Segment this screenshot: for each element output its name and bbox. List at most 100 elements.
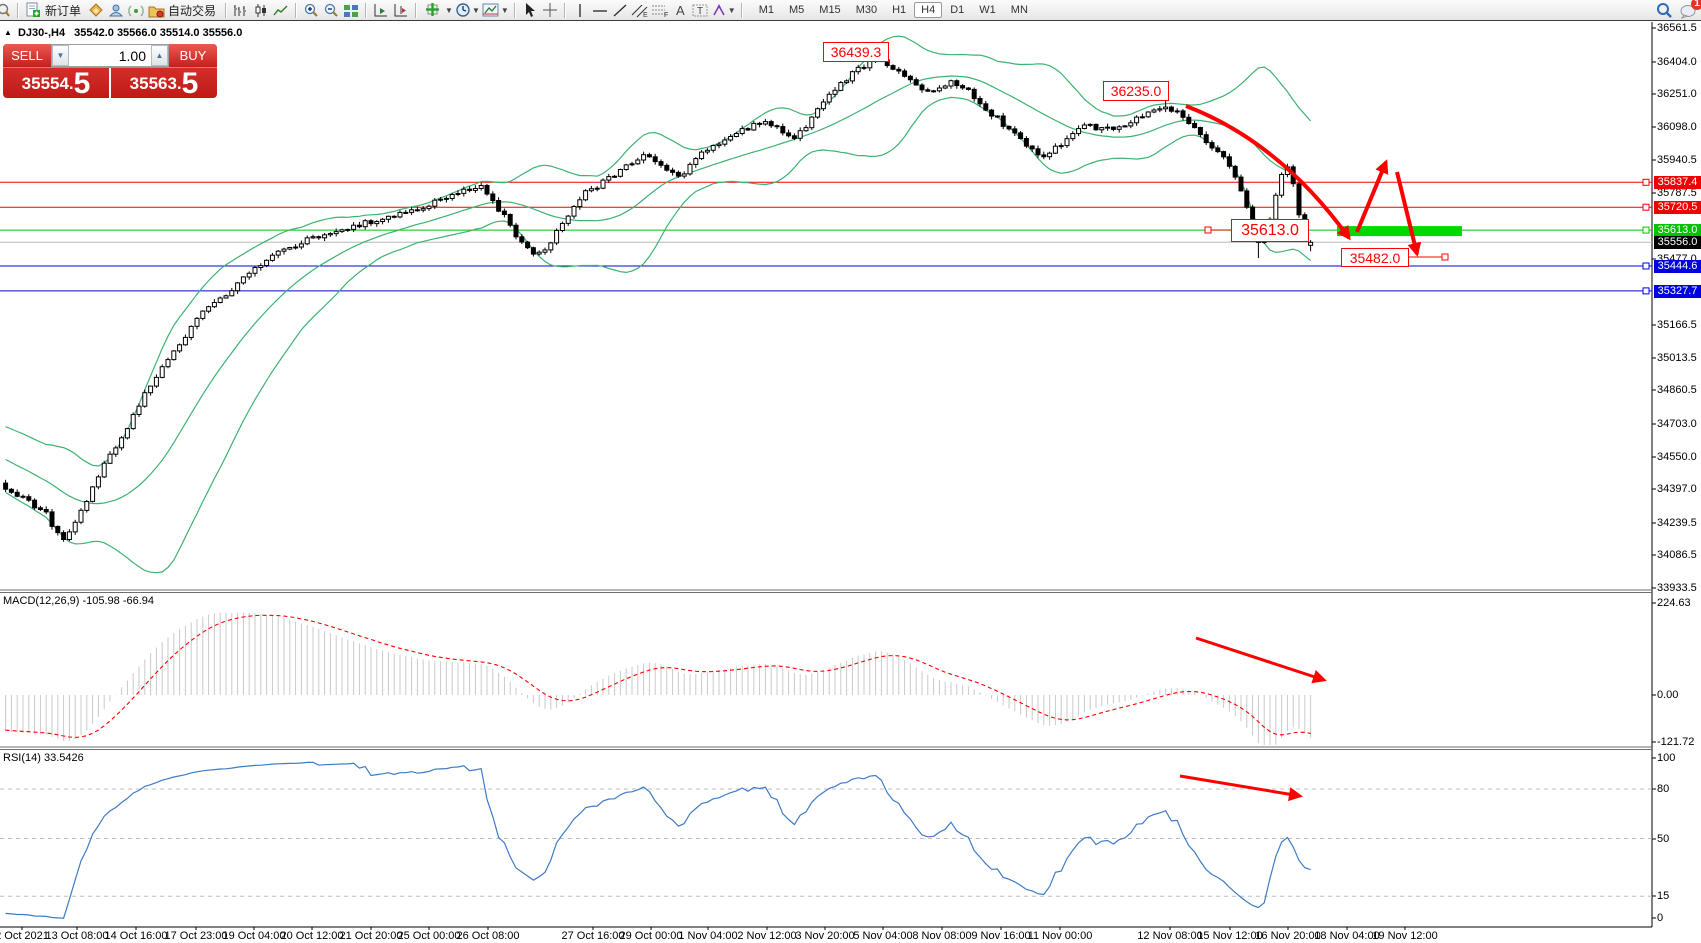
indicators-icon[interactable]: ▼	[422, 2, 453, 19]
macd-tick: 224.63	[1657, 597, 1691, 609]
toolbar-separator	[740, 2, 743, 18]
bar-chart-mode-icon[interactable]	[232, 2, 250, 19]
timeframe-h1[interactable]: H1	[892, 4, 907, 16]
buy-button[interactable]: BUY	[169, 44, 217, 67]
buy-price[interactable]: 35563. 5	[111, 67, 217, 99]
autotrading-label[interactable]: 自动交易	[168, 3, 217, 18]
price-tick: 36098.0	[1657, 121, 1697, 133]
timeframe-m5[interactable]: M5	[789, 4, 805, 16]
buy-price-big-digit: 5	[181, 67, 199, 99]
new-order-icon[interactable]	[24, 2, 42, 19]
sell-price-big-digit: 5	[73, 67, 91, 99]
svg-text:F: F	[664, 12, 668, 18]
time-label: 21 Oct 20:00	[339, 930, 403, 942]
toolbar-separator	[17, 2, 19, 18]
time-label: 25 Oct 00:00	[397, 930, 461, 942]
volume-input[interactable]: 1.00	[69, 45, 151, 66]
rsi-tick: 80	[1657, 783, 1670, 795]
line-chart-mode-icon[interactable]	[272, 2, 290, 19]
buy-price-main: 35563.	[129, 74, 182, 93]
zoom-out-icon[interactable]	[322, 2, 340, 19]
chart-shift-icon[interactable]	[392, 2, 410, 19]
volume-box: ▼ 1.00 ▲	[51, 44, 169, 67]
time-label: 3 Nov 20:00	[795, 930, 855, 942]
toolbar-separator	[513, 2, 516, 18]
equidistant-channel-tool-icon[interactable]: E	[631, 2, 649, 19]
horizontal-line-tool-icon[interactable]	[591, 2, 609, 19]
annotation-peak-36439[interactable]: 36439.3	[823, 42, 889, 62]
candlestick-mode-icon[interactable]	[252, 2, 270, 19]
price-badge: 35613.0	[1654, 223, 1701, 237]
time-label: 2 Oct 2021	[0, 930, 49, 942]
chat-badge: 1	[1691, 0, 1701, 10]
trendline-tool-icon[interactable]	[611, 2, 629, 19]
timeframe-d1[interactable]: D1	[950, 4, 965, 16]
annotation-support-35613[interactable]: 35613.0	[1231, 219, 1309, 242]
toolbar-separator	[225, 2, 228, 18]
time-label: 12 Nov 08:00	[1137, 930, 1203, 942]
price-tick: 36404.0	[1657, 56, 1697, 68]
profile-icon[interactable]	[107, 2, 125, 19]
price-tick: 35787.5	[1657, 187, 1697, 199]
price-tick: 35940.5	[1657, 154, 1697, 166]
toolbar-right: 1	[1655, 0, 1701, 21]
signal-icon[interactable]	[127, 2, 145, 19]
timeframe-m15[interactable]: M15	[819, 4, 841, 16]
price-tick: 34397.0	[1657, 483, 1697, 495]
price-tick: 36561.5	[1657, 22, 1697, 34]
crosshair-icon[interactable]	[541, 2, 559, 19]
styler-bucket-icon[interactable]	[87, 2, 105, 19]
sell-price-main: 35554.	[21, 74, 74, 93]
time-label: 13 Oct 08:00	[45, 930, 109, 942]
timeframe-w1[interactable]: W1	[979, 4, 996, 16]
rsi-label: RSI(14) 33.5426	[3, 752, 84, 764]
sell-button[interactable]: SELL	[3, 44, 51, 67]
annotation-lowerhigh-36235[interactable]: 36235.0	[1103, 81, 1169, 101]
cursor-icon[interactable]	[521, 2, 539, 19]
timeframe-mn[interactable]: MN	[1010, 4, 1028, 16]
search-icon[interactable]	[1655, 2, 1673, 19]
toolbar-separator	[415, 2, 418, 18]
price-tick: 35013.5	[1657, 352, 1697, 364]
timeframe-h4[interactable]: H4	[914, 2, 943, 18]
price-badge: 35327.7	[1654, 284, 1701, 298]
sell-price[interactable]: 35554. 5	[3, 68, 111, 98]
auto-scroll-icon[interactable]	[372, 2, 390, 19]
price-tick: 34703.0	[1657, 418, 1697, 430]
time-label: 5 Nov 04:00	[853, 930, 913, 942]
time-label: 18 Nov 04:00	[1314, 930, 1380, 942]
time-label: 26 Oct 08:00	[456, 930, 520, 942]
macd-tick: -121.72	[1657, 736, 1695, 748]
price-tick: 33933.5	[1657, 582, 1697, 594]
templates-icon[interactable]: ▼	[482, 2, 509, 19]
new-order-label[interactable]: 新订单	[45, 3, 82, 18]
periods-clock-icon[interactable]: ▼	[455, 2, 480, 19]
tile-windows-icon[interactable]	[342, 2, 360, 19]
timeframe-m30[interactable]: M30	[855, 4, 878, 16]
volume-increase-button[interactable]: ▲	[151, 45, 168, 66]
volume-decrease-button[interactable]: ▼	[52, 45, 69, 66]
time-label: 8 Nov 08:00	[912, 930, 972, 942]
vertical-line-tool-icon[interactable]	[571, 2, 589, 19]
time-label: 1 Nov 04:00	[678, 930, 738, 942]
time-label: 11 Nov 00:00	[1027, 930, 1093, 942]
price-tick: 34086.5	[1657, 549, 1697, 561]
timeframe-m1[interactable]: M1	[758, 4, 774, 16]
fibonacci-tool-icon[interactable]: F	[651, 2, 669, 19]
text-tool-icon[interactable]: A	[671, 2, 689, 19]
chat-icon[interactable]: 1	[1679, 0, 1701, 19]
text-label-tool-icon[interactable]: T	[691, 2, 709, 19]
chart-title: ▲ DJ30-,H4 35542.0 35566.0 35514.0 35556…	[4, 27, 242, 39]
annotation-low-35482[interactable]: 35482.0	[1341, 248, 1409, 267]
edge-magnifier-icon[interactable]	[0, 2, 12, 19]
chart-symbol: DJ30-,H4	[17, 27, 66, 39]
autotrading-icon[interactable]	[147, 2, 165, 19]
time-label: 27 Oct 16:00	[561, 930, 625, 942]
rsi-tick: 0	[1657, 912, 1664, 924]
zoom-in-icon[interactable]	[302, 2, 320, 19]
arrow-objects-icon[interactable]: ▼	[711, 2, 736, 19]
macd-tick: 0.00	[1657, 689, 1679, 701]
price-badge: 35720.5	[1654, 200, 1701, 214]
